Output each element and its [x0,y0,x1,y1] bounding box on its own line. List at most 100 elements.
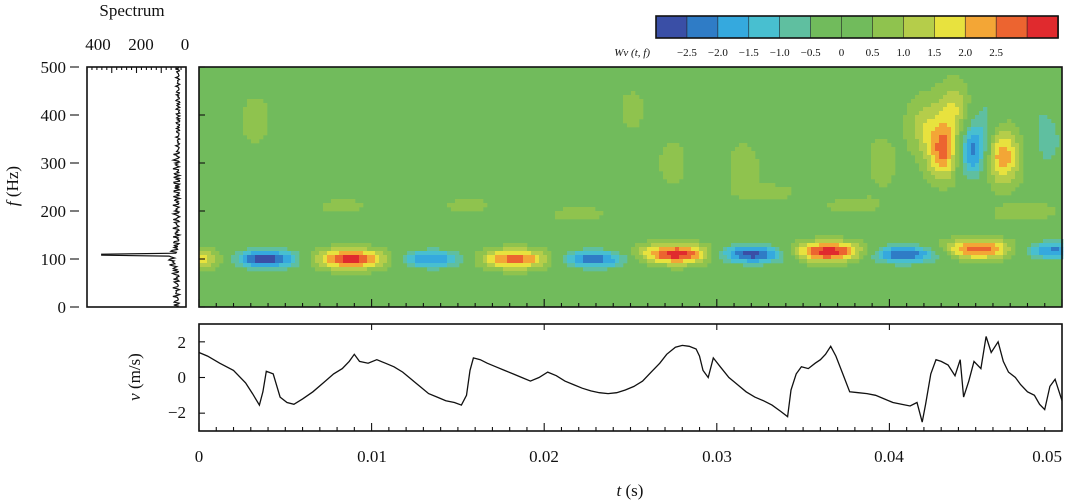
heat-cell [951,123,956,128]
heat-cell [643,255,648,260]
heat-cell [971,119,976,124]
heat-cell [323,255,328,260]
heat-cell [255,139,260,144]
heat-cell [363,255,368,260]
heat-cell [531,251,536,256]
heat-cell [927,99,932,104]
heat-cell [855,199,860,204]
heat-cell [1059,251,1064,256]
heat-cell [935,159,940,164]
heat-cell [907,103,912,108]
heat-cell [1039,251,1044,256]
heat-cell [1011,167,1016,172]
heat-cell [679,239,684,244]
heat-cell [667,259,672,264]
heat-cell [367,251,372,256]
heat-cell [755,259,760,264]
heat-cell [627,103,632,108]
heat-cell [315,251,320,256]
heat-cell [903,135,908,140]
heat-cell [851,199,856,204]
heat-cell [239,255,244,260]
heat-cell [863,207,868,212]
heat-cell [575,259,580,264]
heat-cell [475,259,480,264]
heat-cell [983,255,988,260]
heat-cell [999,123,1004,128]
heat-cell [707,247,712,252]
heat-cell [203,267,208,272]
heat-cell [915,111,920,116]
heat-cell [1003,183,1008,188]
heat-cell [839,255,844,260]
heat-cell [1011,207,1016,212]
heat-cell [943,163,948,168]
heat-cell [559,211,564,216]
heat-cell [731,255,736,260]
heat-cell [407,259,412,264]
heat-cell [983,259,988,264]
heat-cell [827,259,832,264]
heat-cell [751,167,756,172]
heat-cell [647,239,652,244]
heat-cell [907,247,912,252]
colorbar-cell [717,15,750,39]
heat-cell [623,95,628,100]
heat-cell [859,239,864,244]
heat-cell [971,123,976,128]
heat-cell [259,103,264,108]
heat-cell [343,255,348,260]
heat-cell [1043,215,1048,220]
heat-cell [927,131,932,136]
colorbar-cell [964,15,997,39]
heat-cell [483,255,488,260]
heat-cell [755,159,760,164]
heat-cell [863,251,868,256]
heat-cell [939,187,944,192]
heat-cell [347,247,352,252]
heat-cell [747,183,752,188]
heat-cell [515,247,520,252]
spectrum-title: Spectrum [99,1,164,20]
heat-cell [875,199,880,204]
heat-cell [379,263,384,268]
heat-cell [779,255,784,260]
heat-cell [1051,243,1056,248]
heat-cell [883,147,888,152]
heat-cell [831,255,836,260]
heat-cell [507,247,512,252]
heat-cell [1003,135,1008,140]
heat-cell [335,199,340,204]
heat-cell [435,255,440,260]
heat-cell [767,187,772,192]
heat-cell [675,167,680,172]
heat-cell [1011,243,1016,248]
heat-cell [999,135,1004,140]
heat-cell [1015,135,1020,140]
heat-cell [543,263,548,268]
heat-cell [655,251,660,256]
heat-cell [279,263,284,268]
time-axis-label: t (s) [617,481,644,500]
heat-cell [355,247,360,252]
heat-cell [991,143,996,148]
heat-cell [1039,147,1044,152]
heat-cell [571,215,576,220]
heat-cell [575,255,580,260]
heat-cell [475,255,480,260]
heat-cell [915,131,920,136]
heat-cell [887,251,892,256]
heat-cell [623,255,628,260]
heat-cell [383,247,388,252]
heat-cell [903,127,908,132]
heat-cell [1059,239,1064,244]
heat-cell [347,271,352,276]
heat-cell [247,247,252,252]
heat-cell [663,259,668,264]
heat-cell [367,243,372,248]
heat-cell [663,243,668,248]
heat-cell [355,203,360,208]
heat-cell [907,139,912,144]
heat-cell [543,267,548,272]
heat-cell [919,103,924,108]
